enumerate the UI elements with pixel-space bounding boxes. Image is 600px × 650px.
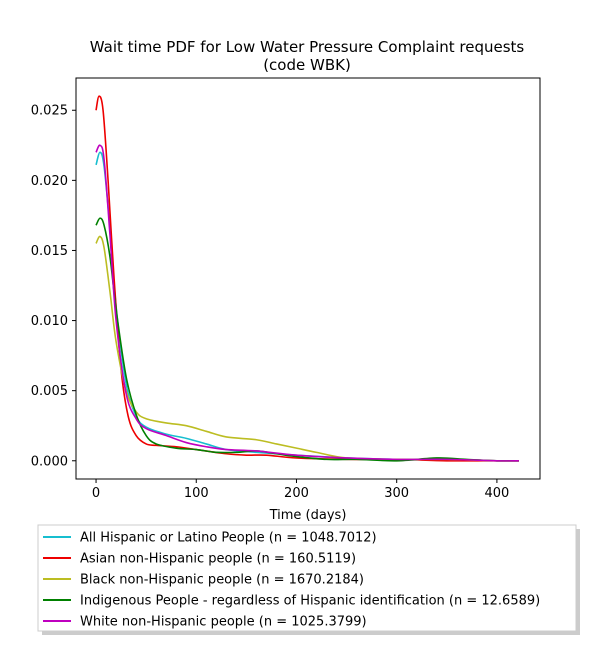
legend: All Hispanic or Latino People (n = 1048.…: [37, 524, 580, 635]
legend-box: [37, 524, 577, 632]
legend-label-0: All Hispanic or Latino People (n = 1048.…: [80, 531, 377, 546]
x-tick-label: 100: [184, 486, 209, 501]
plot-area: [75, 77, 541, 480]
chart-title-line2: (code WBK): [263, 56, 351, 74]
series-line-4: [95, 144, 519, 462]
x-tick-label: 0: [92, 486, 100, 501]
legend-label-4: White non-Hispanic people (n = 1025.3799…: [80, 615, 367, 630]
y-axis-ticks: 0.000 0.005 0.010 0.015 0.020 0.025: [31, 104, 76, 469]
series-line-0: [95, 151, 519, 462]
series-line-2: [95, 235, 519, 462]
y-tick-label: 0.020: [31, 174, 68, 189]
legend-items: All Hispanic or Latino People (n = 1048.…: [43, 531, 540, 630]
legend-label-1: Asian non-Hispanic people (n = 160.5119): [80, 552, 356, 567]
y-tick-label: 0.000: [31, 454, 68, 469]
series-layer: [95, 95, 519, 462]
chart-title-line1: Wait time PDF for Low Water Pressure Com…: [90, 38, 525, 56]
y-tick-label: 0.005: [31, 384, 68, 399]
x-tick-label: 400: [484, 486, 509, 501]
legend-label-3: Indigenous People - regardless of Hispan…: [80, 594, 540, 609]
x-axis-label: Time (days): [269, 508, 347, 523]
y-tick-label: 0.015: [31, 244, 68, 259]
x-axis-ticks: 0 100 200 300 400: [92, 479, 509, 501]
x-tick-label: 300: [384, 486, 409, 501]
x-tick-label: 200: [284, 486, 309, 501]
series-line-3: [95, 217, 519, 462]
y-tick-label: 0.010: [31, 314, 68, 329]
chart-title: Wait time PDF for Low Water Pressure Com…: [90, 38, 525, 74]
series-line-1: [95, 95, 519, 462]
legend-label-2: Black non-Hispanic people (n = 1670.2184…: [80, 573, 364, 588]
y-tick-label: 0.025: [31, 104, 68, 119]
